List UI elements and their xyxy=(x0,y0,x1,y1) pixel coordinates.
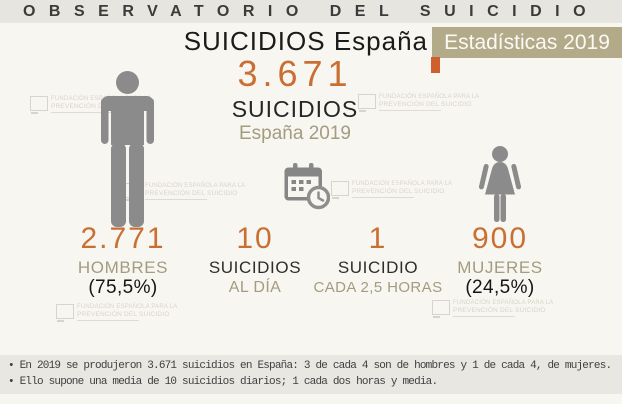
watermark-line2: PREVENCIÓN DEL SUICIDIO xyxy=(51,103,144,110)
foundation-logo-icon xyxy=(56,304,74,322)
watermark-rule xyxy=(51,112,113,113)
watermark-line1: FUNDACIÓN ESPAÑOLA PARA LA xyxy=(379,94,480,100)
page-title: SUICIDIOS España xyxy=(183,26,428,56)
foundation-watermark: FUNDACIÓN ESPAÑOLA PARA LA PREVENCIÓN DE… xyxy=(30,96,151,114)
watermark-line1: FUNDACIÓN ESPAÑOLA PARA LA xyxy=(51,96,152,102)
stat-detail: AL DÍA xyxy=(228,279,282,296)
foundation-watermark: FUNDACIÓN ESPAÑOLA PARA LA PREVENCIÓN DE… xyxy=(432,300,553,318)
hero-value: 3.671 xyxy=(237,53,353,94)
hero-stat: 3.671 SUICIDIOS España 2019 xyxy=(150,56,440,145)
stat-detail: (24,5%) xyxy=(465,277,535,298)
watermark-line2: PREVENCIÓN DEL SUICIDIO xyxy=(379,101,472,108)
stat-value: 1 xyxy=(368,222,388,255)
accent-mark xyxy=(431,57,440,73)
watermark-rule xyxy=(145,199,207,200)
year-badge: Estadísticas 2019 xyxy=(432,27,622,58)
foundation-watermark: FUNDACIÓN ESPAÑOLA PARA LA PREVENCIÓN DE… xyxy=(358,94,479,112)
watermark-line1: FUNDACIÓN ESPAÑOLA PARA LA xyxy=(77,304,178,310)
foundation-watermark: FUNDACIÓN ESPAÑOLA PARA LA PREVENCIÓN DE… xyxy=(56,304,177,322)
footnote-line: • Ello supone una media de 10 suicidios … xyxy=(8,375,438,388)
watermark-line2: PREVENCIÓN DEL SUICIDIO xyxy=(453,307,546,314)
watermark-line1: FUNDACIÓN ESPAÑOLA PARA LA xyxy=(352,181,453,187)
stat-value: 10 xyxy=(236,222,274,255)
watermark-rule xyxy=(77,320,139,321)
stat-al-dia: 10 SUICIDIOS AL DÍA xyxy=(179,223,331,298)
foundation-logo-icon xyxy=(432,300,450,318)
stat-mujeres: 900 MUJERES (24,5%) xyxy=(424,223,576,298)
watermark-line1: FUNDACIÓN ESPAÑOLA PARA LA xyxy=(453,300,554,306)
stat-label: SUICIDIOS xyxy=(208,258,302,277)
stat-hombres: 2.771 HOMBRES (75,5%) xyxy=(47,223,199,298)
watermark-rule xyxy=(352,197,414,198)
watermark-rule xyxy=(453,316,515,317)
foundation-watermark: FUNDACIÓN ESPAÑOLA PARA LA PREVENCIÓN DE… xyxy=(331,181,452,199)
foundation-logo-icon xyxy=(30,96,48,114)
calendar-clock-icon xyxy=(284,163,330,210)
watermark-line1: FUNDACIÓN ESPAÑOLA PARA LA xyxy=(145,183,246,189)
woman-icon xyxy=(478,146,522,222)
foundation-logo-icon xyxy=(331,181,349,199)
watermark-line2: PREVENCIÓN DEL SUICIDIO xyxy=(145,190,238,197)
footnotes-box: • En 2019 se produjeron 3.671 suicidios … xyxy=(0,355,622,394)
hero-sublabel: España 2019 xyxy=(239,123,351,144)
stat-detail: CADA 2,5 HORAS xyxy=(313,279,443,296)
foundation-logo-icon xyxy=(358,94,376,112)
watermark-line2: PREVENCIÓN DEL SUICIDIO xyxy=(77,311,170,318)
watermark-rule xyxy=(379,110,441,111)
stat-label: SUICIDIO xyxy=(337,258,419,277)
brand-title: OBSERVATORIO DEL SUICIDIO xyxy=(22,3,600,20)
stat-label: HOMBRES xyxy=(77,258,169,277)
stat-value: 900 xyxy=(471,222,529,255)
stat-detail: (75,5%) xyxy=(88,277,158,298)
footnote-line: • En 2019 se produjeron 3.671 suicidios … xyxy=(8,360,612,372)
stat-label: MUJERES xyxy=(457,258,543,277)
brand-strip: OBSERVATORIO DEL SUICIDIO xyxy=(0,0,622,23)
hero-label: SUICIDIOS xyxy=(231,96,359,122)
stat-value: 2.771 xyxy=(80,222,166,255)
stat-cada-horas: 1 SUICIDIO CADA 2,5 HORAS xyxy=(302,223,454,298)
man-icon xyxy=(101,71,154,227)
watermark-line2: PREVENCIÓN DEL SUICIDIO xyxy=(352,188,445,195)
